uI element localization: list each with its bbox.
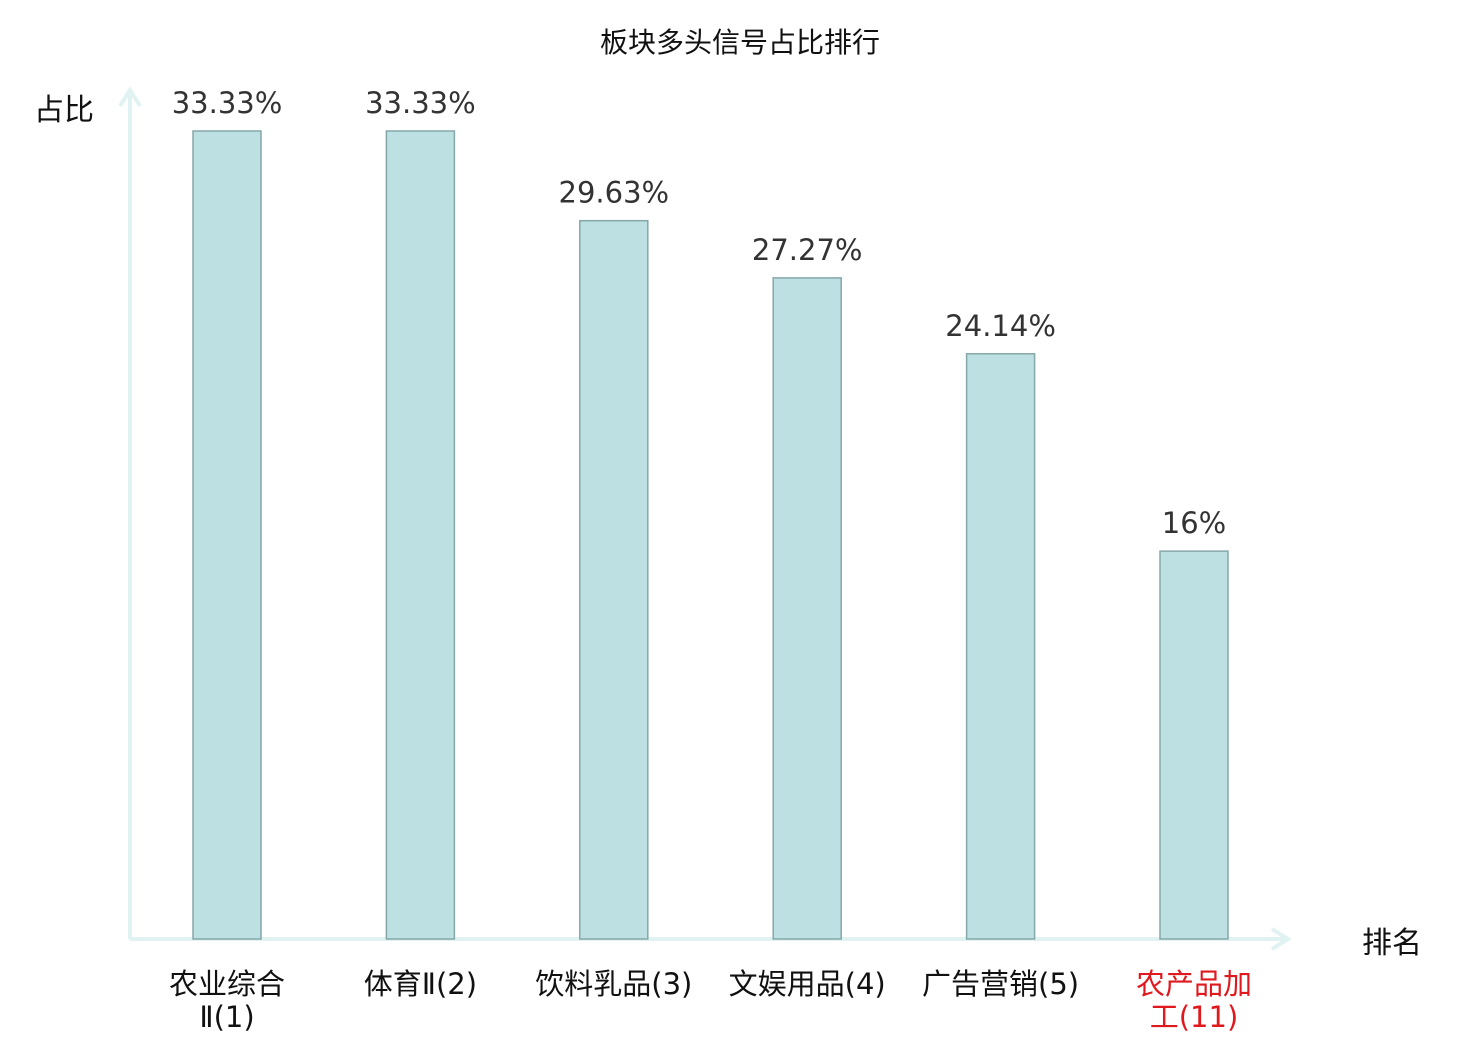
bar	[385, 130, 456, 940]
chart-title: 板块多头信号占比排行	[600, 26, 880, 59]
bar	[579, 219, 649, 940]
category-label: 体育Ⅱ(2)	[364, 967, 477, 1001]
category-label: 农产品加	[1136, 967, 1252, 1001]
bar-value-label: 33.33%	[365, 86, 476, 120]
y-axis-label: 占比	[34, 93, 94, 128]
bar	[772, 277, 842, 940]
category-label: 饮料乳品(3)	[535, 967, 692, 1001]
bar-value-label: 27.27%	[752, 233, 863, 267]
y-axis-arrow	[118, 86, 142, 108]
axes	[118, 86, 1292, 951]
bar-value-label: 16%	[1162, 506, 1226, 540]
category-label: 广告营销(5)	[922, 967, 1079, 1001]
bar	[965, 353, 1036, 940]
x-axis-arrow	[1270, 927, 1292, 951]
bar	[1159, 550, 1229, 940]
category-label: Ⅱ(1)	[199, 1000, 254, 1034]
value-labels-group: 33.33% 33.33% 29.63% 27.27% 24.14% 16%	[172, 86, 1227, 540]
bar	[192, 130, 262, 940]
category-label: 工(11)	[1150, 1000, 1239, 1034]
bar-value-label: 33.33%	[172, 86, 283, 120]
category-label: 农业综合	[169, 967, 285, 1001]
bar-value-label: 24.14%	[945, 309, 1056, 343]
bars-group	[192, 130, 1229, 940]
bar-value-label: 29.63%	[559, 176, 670, 210]
x-axis-label: 排名	[1362, 926, 1422, 961]
category-label: 文娱用品(4)	[729, 967, 886, 1001]
